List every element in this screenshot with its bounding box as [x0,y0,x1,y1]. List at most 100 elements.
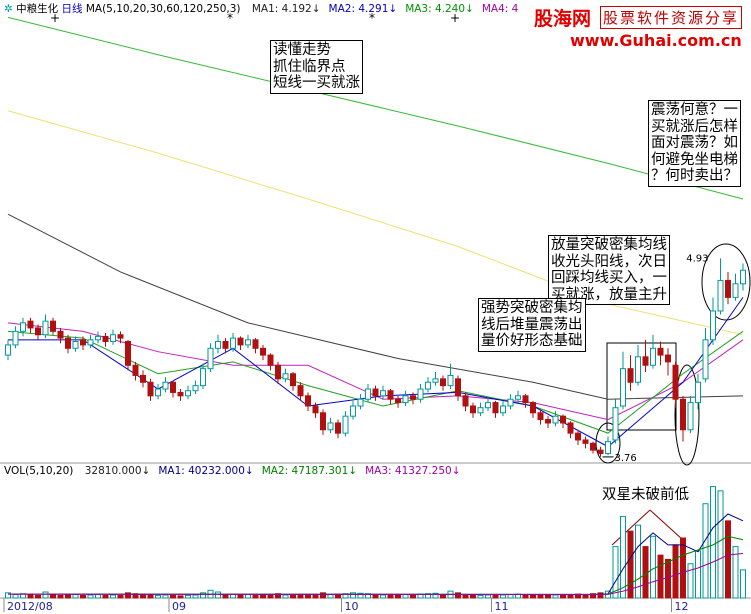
volume-bar [650,535,656,599]
candle-body [312,405,319,414]
vol-header: VOL(5,10,20) 32810.000↓ MA1: 40232.000↓ MA… [4,465,461,477]
annotation-line: 收光头阳线，次日 [551,253,667,270]
candle-body [50,320,56,332]
marker: + [50,11,60,25]
candle-body [27,320,34,329]
candle-body [687,402,694,431]
candle-body [725,279,731,298]
volume-bar [425,593,431,599]
volume-bar [80,594,86,599]
volume-bar [477,594,484,599]
volume-bar [215,591,221,599]
volume-bar [597,592,604,599]
candle-body [530,402,536,414]
volume-bar [267,594,274,599]
annotation: 震荡何意？一 买就涨后怎样 面对震荡？如 何避免坐电梯 ？何时卖出？ [648,100,741,187]
candle-body [552,415,559,424]
volume-bar [222,594,229,599]
volume-bar [530,594,536,599]
candle-body [440,378,446,387]
volume-bar [665,558,671,599]
volume-bar [282,594,289,599]
volume-bar [110,594,116,599]
volume-bar [275,593,281,599]
highlight-ellipse [674,364,700,466]
stock-name: 中粮生化 [16,3,59,15]
volume-bar [27,594,34,599]
x-tick-label: 2012/08 [7,600,53,613]
candle-body [110,334,116,343]
volume-bar [65,594,71,599]
volume-bar [162,594,169,599]
annotation-line: 放量突破密集均线 [551,237,667,253]
ma-line [7,213,744,400]
volume-bar [290,594,296,599]
x-tick-label: 11 [495,600,509,613]
low-label: 3.76 [615,453,637,464]
candle-body [582,439,589,444]
ma-line [7,552,744,596]
candle-body [155,388,161,397]
candle-body [717,279,724,312]
candle-body [357,398,364,407]
x-tick-label: 10 [345,600,359,613]
candle-body [342,415,349,434]
candle-body [732,283,739,298]
candle-body [515,395,521,400]
high-label: 4.93 [686,253,708,264]
candle-body [537,412,544,421]
candle-body [170,381,176,393]
candle-body [65,337,71,349]
volume-bar [5,592,11,599]
ma-readout: MA3: 4.240↓ [405,3,474,15]
candle-body [335,422,341,434]
annotation-line: 震荡何意？一 [651,102,738,118]
candle-body [80,339,86,346]
candle-body [57,330,64,339]
candle-body [507,398,514,407]
logo-name: 股海网 [534,8,592,30]
ma-readout: MA2: 4.291↓ [328,3,398,15]
candle-body [425,381,431,390]
logo-url: www.Guhai.com.cn [570,31,742,50]
candle-body [267,354,274,366]
candle-body [620,368,626,407]
candle-body [447,374,454,387]
volume-bar [470,594,476,599]
volume-bar [42,591,49,599]
candle-body [290,373,296,387]
candle-body [252,339,259,349]
x-tick-label: 12 [675,600,689,613]
candle-body [522,395,529,404]
candle-body [192,385,199,392]
volume-bar [125,592,131,599]
vol-title: VOL(5,10,20) [4,465,74,477]
candle-body [612,407,619,441]
volume-bar [297,594,304,599]
period: 日线 [61,3,83,15]
candle-body [117,334,124,339]
volume-bar [507,594,514,599]
volume-bar [492,594,499,599]
volume-bar [372,594,379,599]
candle-body [72,341,79,349]
volume-bar [537,594,544,599]
vol-readout: 32810.000↓ [84,465,151,477]
candle-body [282,373,289,380]
candle-body [470,405,476,414]
pointer [611,509,651,546]
volume-bar [582,594,589,599]
volume-bar [545,594,551,599]
ma-line [7,330,744,434]
header: ✲ 中粮生化 日线 MA(5,10,20,30,60,120,250,3) MA… [4,3,519,15]
candle-body [575,432,581,441]
vol-readout: MA2: 47187.301↓ [261,465,358,477]
candle-body [327,422,334,431]
marker: * [227,11,233,25]
candle-body [387,390,394,400]
volume-bar [155,594,161,599]
candle-body [35,327,41,336]
ma-readout: MA1: 4.192↓ [251,3,321,15]
volume-bar [200,592,206,599]
volume-bar [635,524,641,599]
